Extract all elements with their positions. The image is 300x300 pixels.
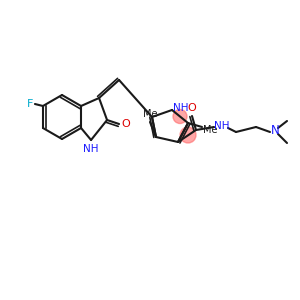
- Circle shape: [180, 127, 196, 143]
- Text: NH: NH: [83, 144, 99, 154]
- Text: Me: Me: [143, 109, 157, 119]
- Text: F: F: [27, 99, 33, 109]
- Text: N: N: [271, 124, 279, 137]
- Text: NH: NH: [173, 103, 189, 113]
- Text: O: O: [122, 119, 130, 129]
- Text: Me: Me: [203, 125, 217, 135]
- Text: O: O: [188, 103, 196, 113]
- Text: NH: NH: [214, 121, 230, 131]
- Circle shape: [173, 110, 187, 124]
